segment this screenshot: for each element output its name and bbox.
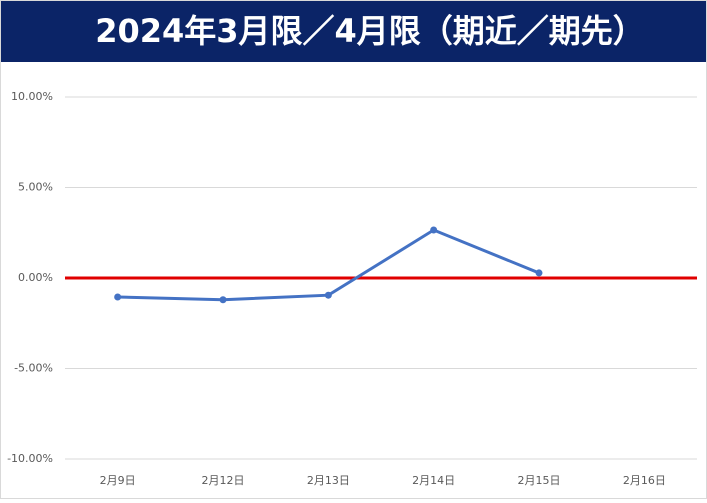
title-banner: [1, 1, 706, 62]
x-tick-label: 2月13日: [307, 474, 350, 487]
data-point: [535, 269, 543, 277]
x-tick-label: 2月9日: [100, 474, 136, 487]
chart-title: 2024年3月限／4月限（期近／期先）: [95, 12, 645, 50]
y-tick-label: 5.00%: [18, 181, 53, 194]
data-point: [430, 226, 438, 234]
data-point: [219, 296, 227, 304]
x-tick-label: 2月15日: [518, 474, 561, 487]
y-tick-label: -10.00%: [7, 452, 53, 465]
x-tick-label: 2月14日: [412, 474, 455, 487]
x-tick-label: 2月12日: [202, 474, 245, 487]
data-point: [324, 291, 332, 299]
x-tick-label: 2月16日: [623, 474, 666, 487]
y-tick-label: 10.00%: [11, 90, 53, 103]
data-point: [114, 293, 122, 301]
y-tick-label: -5.00%: [14, 362, 53, 375]
y-tick-label: 0.00%: [18, 271, 53, 284]
